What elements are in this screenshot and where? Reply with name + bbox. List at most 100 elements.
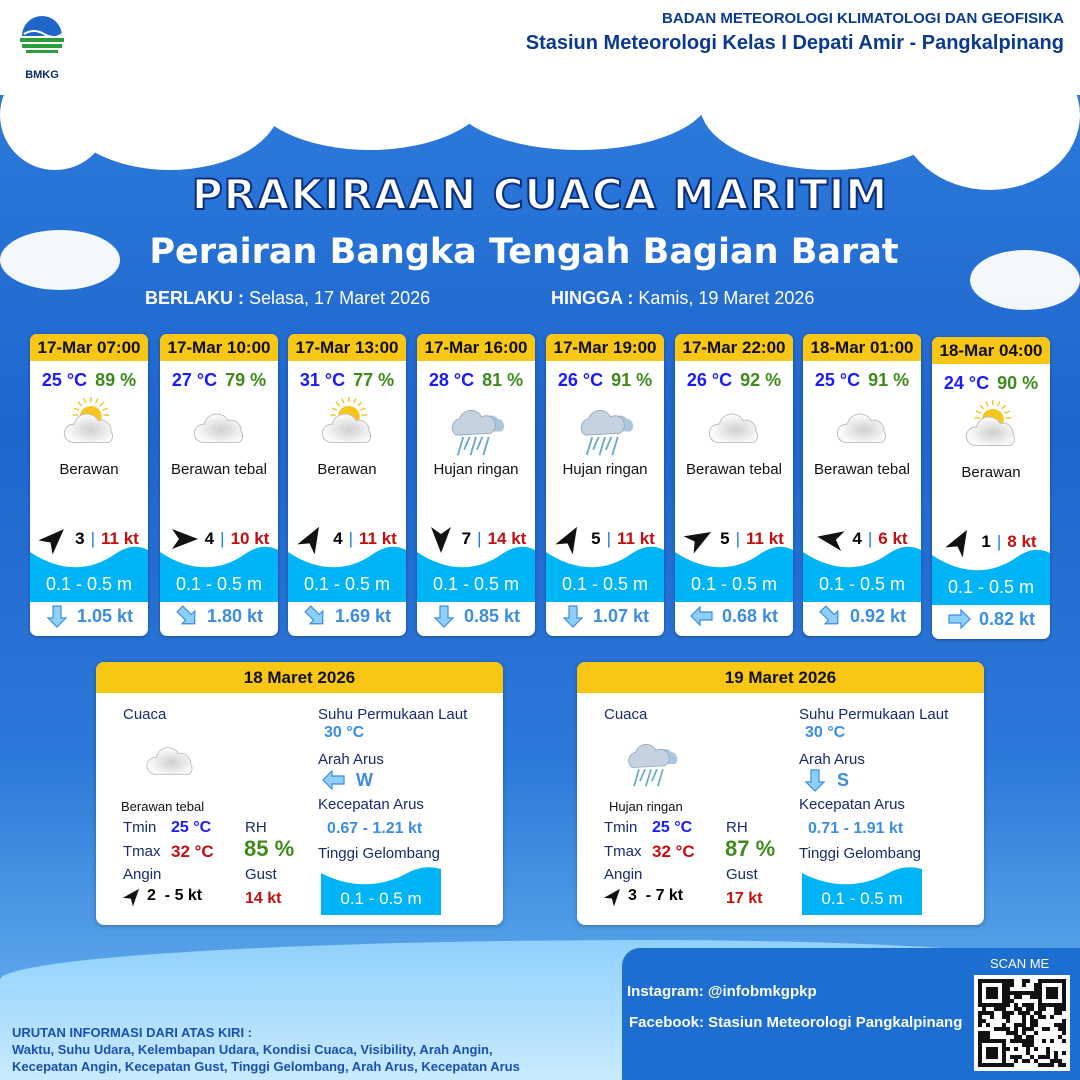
qr-module xyxy=(1054,1011,1058,1015)
qr-module xyxy=(1038,995,1042,999)
qr-module xyxy=(998,1027,1002,1031)
qr-module xyxy=(1002,991,1006,995)
current-direction-label: Arah Arus xyxy=(318,751,384,768)
gust-label: Gust xyxy=(726,866,758,883)
forecast-card: 17-Mar 10:00 27 °C 79 % Berawan tebal 4 | 1… xyxy=(160,334,278,636)
current-speed: 0.68 kt xyxy=(721,605,779,626)
cloud-decoration xyxy=(0,230,120,290)
qr-module xyxy=(1050,1059,1054,1063)
qr-module xyxy=(1006,1019,1010,1023)
current-speed-label: Kecepatan Arus xyxy=(799,796,905,813)
qr-module xyxy=(1062,1007,1066,1011)
qr-module xyxy=(1062,995,1066,999)
qr-module xyxy=(1022,1043,1026,1047)
current-speed-label: Kecepatan Arus xyxy=(318,796,424,813)
current-speed: 0.85 kt xyxy=(463,605,521,626)
qr-module xyxy=(978,979,982,983)
qr-module xyxy=(986,1055,990,1059)
page-subtitle: Perairan Bangka Tengah Bagian Barat xyxy=(149,232,899,272)
wave-graphic xyxy=(932,549,1050,605)
qr-module xyxy=(1006,1003,1010,1007)
qr-module xyxy=(1042,1055,1046,1059)
qr-module xyxy=(1054,1003,1058,1007)
qr-module xyxy=(1038,979,1042,983)
gust-speed: 11 kt xyxy=(359,529,397,548)
qr-module xyxy=(994,1047,998,1051)
qr-module xyxy=(1046,1055,1050,1059)
humidity: 91 % xyxy=(868,370,910,390)
qr-module xyxy=(978,1031,982,1035)
qr-module xyxy=(1014,1039,1018,1043)
cloud-decoration xyxy=(900,40,1080,190)
valid-from-date: Selasa, 17 Maret 2026 xyxy=(249,288,431,308)
wind-speed: 4 xyxy=(204,529,215,548)
weather-label: Cuaca xyxy=(604,706,648,723)
qr-module xyxy=(1058,1023,1062,1027)
qr-module xyxy=(978,1051,982,1055)
qr-module xyxy=(1038,1003,1042,1007)
gust-speed: 11 kt xyxy=(617,529,655,548)
divider: | xyxy=(996,532,1002,551)
qr-module xyxy=(998,1039,1002,1043)
legend-line: Kecepatan Angin, Kecepatan Gust, Tinggi … xyxy=(12,1059,520,1074)
gust-value: 14 kt xyxy=(245,890,282,907)
qr-module xyxy=(1002,1051,1006,1055)
qr-module xyxy=(990,987,994,991)
qr-module xyxy=(1002,995,1006,999)
current-speed: 1.05 kt xyxy=(76,605,134,626)
qr-module xyxy=(1018,1035,1022,1039)
qr-module xyxy=(986,991,990,995)
wave-height: 0.1 - 0.5 m xyxy=(947,577,1035,597)
cloudy-icon xyxy=(836,413,886,443)
qr-module xyxy=(1002,1027,1006,1031)
qr-module xyxy=(1062,1027,1066,1031)
wave-height-label: Tinggi Gelombang xyxy=(318,845,441,862)
qr-code[interactable] xyxy=(974,975,1070,1071)
qr-module xyxy=(1042,1027,1046,1031)
qr-module xyxy=(994,1003,998,1007)
wave-height: 0.1 - 0.5 m xyxy=(690,574,778,594)
forecast-time: 17-Mar 19:00 xyxy=(546,334,664,361)
qr-module xyxy=(978,1059,982,1063)
forecast-card: 17-Mar 19:00 26 °C 91 % Hujan ringan 5 | 11… xyxy=(546,334,664,636)
wind-speed: 5 xyxy=(720,529,730,548)
legend-line: Waktu, Suhu Udara, Kelembapan Udara, Kon… xyxy=(12,1042,493,1057)
qr-module xyxy=(1034,1059,1038,1063)
qr-module xyxy=(990,979,994,983)
qr-module xyxy=(1002,1015,1006,1019)
qr-module xyxy=(1010,999,1014,1003)
qr-module xyxy=(1046,995,1050,999)
forecast-card: 18-Mar 04:00 24 °C 90 % Berawan 1 | 8 kt 0.… xyxy=(932,337,1050,639)
qr-module xyxy=(978,999,982,1003)
qr-module xyxy=(1002,1043,1006,1047)
current-direction-value: W xyxy=(356,769,373,790)
qr-module xyxy=(1026,1039,1030,1043)
logo-text: BMKG xyxy=(25,69,59,81)
qr-module xyxy=(1002,983,1006,987)
qr-module xyxy=(978,983,982,987)
tmax-value: 32 °C xyxy=(171,842,214,861)
weather-condition: Berawan xyxy=(961,464,1021,481)
qr-module xyxy=(1046,979,1050,983)
divider: | xyxy=(867,529,873,548)
qr-module xyxy=(1042,1007,1046,1011)
qr-module xyxy=(1002,1011,1006,1015)
instagram-link[interactable]: Instagram: @infobmkgpkp xyxy=(627,983,817,1000)
summary-weather: Berawan tebal xyxy=(121,799,205,814)
qr-module xyxy=(1002,1059,1006,1063)
qr-module xyxy=(1014,1035,1018,1039)
wave-height-value: 0.1 - 0.5 m xyxy=(340,889,422,908)
qr-module xyxy=(1038,1015,1042,1019)
qr-module xyxy=(1042,1039,1046,1043)
current-arrow-down-right-icon xyxy=(176,605,196,625)
facebook-link[interactable]: Facebook: Stasiun Meteorologi Pangkalpin… xyxy=(629,1014,963,1031)
qr-module xyxy=(1006,987,1010,991)
qr-module xyxy=(978,991,982,995)
qr-module xyxy=(986,1051,990,1055)
cloud-decoration xyxy=(0,60,110,170)
wave-height: 0.1 - 0.5 m xyxy=(303,574,391,594)
qr-module xyxy=(1006,1063,1010,1067)
current-arrow-down-icon xyxy=(433,605,455,628)
sst-label: Suhu Permukaan Laut xyxy=(799,706,949,723)
qr-module xyxy=(1054,1059,1058,1063)
